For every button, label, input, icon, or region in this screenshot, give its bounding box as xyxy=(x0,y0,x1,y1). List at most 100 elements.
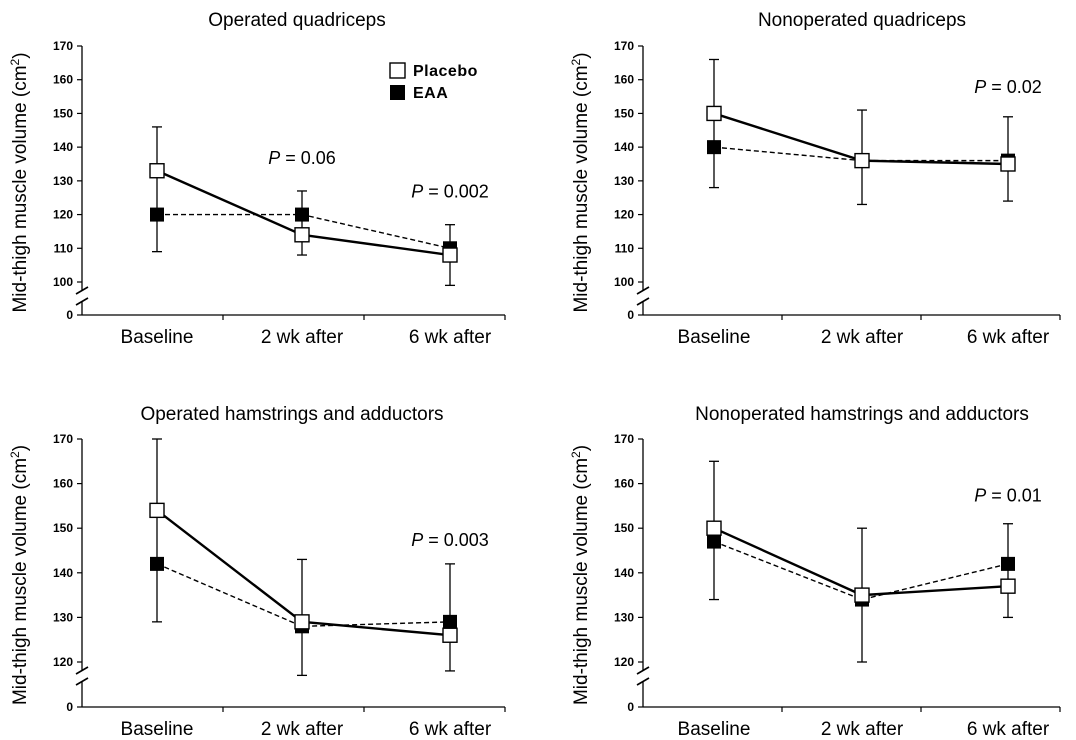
y-axis-label-close: ) xyxy=(10,52,31,58)
p-value-symbol: P xyxy=(974,77,986,97)
y-axis-label-superscript: 2 xyxy=(569,58,583,65)
y-tick-label: 120 xyxy=(614,208,634,222)
axis-break-mark-upper xyxy=(75,666,89,675)
p-value-annotation: P = 0.002 xyxy=(411,182,489,202)
p-value-annotation: P = 0.003 xyxy=(411,530,489,550)
y-axis-label-close: ) xyxy=(10,445,31,451)
y-axis-label-superscript: 2 xyxy=(569,451,583,458)
data-point-placebo xyxy=(706,520,722,536)
y-tick-label: 130 xyxy=(53,610,73,624)
series-line-eaa xyxy=(156,563,451,628)
y-tick-label-zero: 0 xyxy=(627,700,634,714)
data-point-placebo xyxy=(149,163,165,179)
data-point-placebo xyxy=(1000,156,1016,172)
y-tick-label: 110 xyxy=(615,241,635,255)
y-tick-label: 150 xyxy=(53,106,73,120)
chart-panel-1: Operated quadriceps Mid-thigh muscle volu… xyxy=(8,10,506,348)
y-tick-label: 150 xyxy=(614,106,634,120)
y-axis-label-superscript: 2 xyxy=(8,451,22,458)
data-point-placebo xyxy=(854,152,870,169)
x-tick-label: 6 wk after xyxy=(409,719,492,740)
x-tick-label: 2 wk after xyxy=(261,719,344,740)
data-point-placebo xyxy=(294,614,310,630)
chart-panel-3: Operated hamstrings and adductors Mid-thi… xyxy=(8,404,506,740)
axis-break-mark-upper xyxy=(636,666,650,675)
y-tick-label: 130 xyxy=(614,174,634,188)
axis-break-mark-lower xyxy=(636,677,650,686)
x-tick-label: 6 wk after xyxy=(409,327,492,348)
y-axis-label-close: ) xyxy=(571,52,592,58)
y-axis-label: Mid-thigh muscle volume (cm2) xyxy=(8,52,31,312)
p-value-symbol: P xyxy=(411,182,423,202)
data-point-eaa xyxy=(150,556,164,571)
y-tick-label: 120 xyxy=(53,208,73,222)
data-point-placebo xyxy=(442,247,458,263)
y-tick-label: 160 xyxy=(614,477,634,491)
x-tick-label: 6 wk after xyxy=(967,327,1050,348)
axis-break-mark-lower xyxy=(636,297,650,306)
p-value-annotation: P = 0.01 xyxy=(974,485,1042,505)
y-tick-label: 140 xyxy=(53,140,73,154)
chart-title: Nonoperated quadriceps xyxy=(758,10,966,31)
legend-label-eaa: EAA xyxy=(413,85,448,102)
p-value-symbol: P xyxy=(268,148,280,168)
y-axis-label: Mid-thigh muscle volume (cm2) xyxy=(8,445,31,705)
legend: Placebo EAA xyxy=(389,62,478,102)
legend-swatch-placebo xyxy=(389,62,406,79)
y-tick-label: 170 xyxy=(614,432,634,446)
data-point-placebo xyxy=(1000,578,1016,594)
legend-swatch-eaa xyxy=(390,85,405,100)
y-tick-label: 140 xyxy=(614,566,634,580)
y-tick-label: 170 xyxy=(53,39,73,53)
y-tick-label: 160 xyxy=(53,73,73,87)
p-value-annotation: P = 0.02 xyxy=(974,77,1042,97)
data-point-placebo xyxy=(442,627,458,643)
x-tick-label: Baseline xyxy=(678,327,751,348)
series-line-eaa xyxy=(713,540,1009,601)
data-point-eaa xyxy=(295,207,309,222)
axis-break-mark-upper xyxy=(636,286,650,295)
p-value-symbol: P xyxy=(974,485,986,505)
y-tick-label-zero: 0 xyxy=(66,308,73,322)
y-tick-label-zero: 0 xyxy=(66,700,73,714)
data-point-placebo xyxy=(294,227,310,243)
y-tick-label: 120 xyxy=(53,655,73,669)
data-point-eaa xyxy=(707,534,721,549)
y-axis-label-close: ) xyxy=(571,445,592,451)
x-tick-label: 2 wk after xyxy=(261,327,344,348)
y-axis-label-superscript: 2 xyxy=(8,58,22,65)
y-tick-label-zero: 0 xyxy=(627,308,634,322)
data-point-placebo xyxy=(149,502,165,519)
data-point-eaa xyxy=(150,207,164,222)
y-tick-label: 150 xyxy=(614,521,634,535)
axis-break-mark-lower xyxy=(75,297,89,306)
series-line-placebo xyxy=(713,527,1009,597)
y-tick-label: 160 xyxy=(614,73,634,87)
p-value-annotation: P = 0.06 xyxy=(268,148,336,168)
data-point-eaa xyxy=(443,614,457,629)
chart-panel-2: Nonoperated quadriceps Mid-thigh muscle v… xyxy=(569,10,1061,348)
legend-label-placebo: Placebo xyxy=(413,63,478,80)
y-tick-label: 140 xyxy=(53,566,73,580)
y-tick-label: 160 xyxy=(53,477,73,491)
x-tick-label: Baseline xyxy=(121,327,194,348)
data-point-placebo xyxy=(706,105,722,122)
y-tick-label: 170 xyxy=(53,432,73,446)
y-tick-label: 120 xyxy=(614,655,634,669)
x-tick-label: Baseline xyxy=(121,719,194,740)
axis-break-mark-lower xyxy=(75,677,89,686)
y-tick-label: 150 xyxy=(53,521,73,535)
data-point-eaa xyxy=(707,140,721,155)
x-tick-label: 2 wk after xyxy=(821,719,904,740)
y-tick-label: 130 xyxy=(614,610,634,624)
y-tick-label: 140 xyxy=(614,140,634,154)
y-axis-label: Mid-thigh muscle volume (cm2) xyxy=(569,52,592,312)
chart-panel-4: Nonoperated hamstrings and adductors Mid-… xyxy=(569,404,1061,740)
y-tick-label: 130 xyxy=(53,174,73,188)
y-axis-label: Mid-thigh muscle volume (cm2) xyxy=(569,445,592,705)
y-tick-label: 100 xyxy=(614,275,634,289)
chart-title: Operated quadriceps xyxy=(208,10,385,31)
chart-title: Nonoperated hamstrings and adductors xyxy=(695,404,1029,425)
chart-title: Operated hamstrings and adductors xyxy=(140,404,443,425)
